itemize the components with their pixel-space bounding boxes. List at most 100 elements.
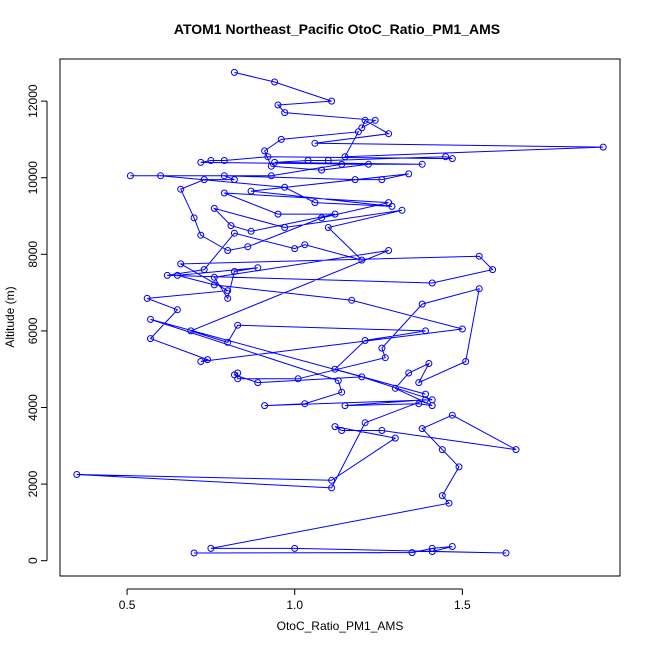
data-point: [338, 160, 346, 168]
data-point: [331, 423, 339, 431]
data-point: [147, 315, 154, 323]
data-point: [190, 549, 198, 557]
data-point: [230, 268, 238, 275]
data-point: [358, 373, 366, 381]
data-point: [371, 116, 379, 124]
data-point: [277, 135, 285, 143]
data-point: [301, 241, 309, 249]
data-point: [428, 548, 436, 555]
data-point: [418, 300, 426, 308]
data-point: [291, 245, 299, 253]
data-point: [324, 157, 332, 164]
data-point: [200, 176, 208, 184]
data-point: [438, 446, 446, 454]
data-point: [338, 388, 346, 396]
data-point: [304, 157, 312, 164]
data-point: [204, 356, 211, 364]
data-point: [462, 358, 470, 365]
data-point: [378, 344, 386, 352]
data-point: [220, 189, 228, 197]
data-point: [220, 157, 228, 164]
data-point: [197, 358, 205, 365]
data-point: [438, 492, 446, 500]
data-point: [354, 128, 362, 136]
plot-frame: [59, 58, 621, 577]
data-point: [415, 379, 423, 387]
data-point: [230, 371, 238, 379]
x-tick-label: 1.0: [286, 598, 303, 612]
series-line: [76, 71, 604, 554]
data-point: [428, 396, 436, 404]
data-point: [458, 325, 466, 333]
data-point: [274, 101, 282, 109]
data-point: [261, 147, 269, 155]
data-point: [147, 335, 154, 343]
y-tick-label: 6000: [26, 317, 40, 344]
data-point: [341, 402, 349, 410]
data-point: [220, 172, 228, 180]
data-point: [415, 400, 423, 408]
data-point: [428, 279, 436, 287]
data-point: [163, 271, 171, 279]
data-point: [254, 264, 262, 272]
x-axis-label: OtoC_Ratio_PM1_AMS: [277, 619, 404, 633]
data-point: [445, 499, 453, 507]
data-point: [338, 427, 346, 434]
data-point: [378, 176, 386, 184]
data-point: [267, 162, 275, 170]
data-point: [207, 157, 215, 164]
data-point: [271, 78, 279, 86]
data-point: [448, 411, 456, 419]
data-point: [200, 266, 208, 274]
y-tick-label: 8000: [26, 241, 40, 268]
data-point: [405, 170, 413, 178]
data-point: [227, 222, 235, 230]
data-point: [428, 544, 436, 552]
data-point: [224, 294, 232, 302]
data-point: [157, 172, 165, 180]
x-tick-label: 1.5: [454, 598, 471, 612]
data-point: [408, 549, 416, 557]
data-point: [247, 227, 255, 235]
data-point: [73, 471, 81, 478]
data-point: [328, 97, 336, 105]
data-point: [351, 176, 359, 184]
data-point: [177, 185, 185, 193]
data-point: [331, 365, 339, 373]
data-point: [398, 206, 406, 214]
data-point: [207, 544, 215, 552]
data-point: [224, 338, 232, 346]
data-point: [187, 327, 195, 335]
y-axis: 0 2000 4000 6000 8000 10000 12000: [26, 84, 48, 564]
data-point: [455, 463, 463, 471]
data-point: [328, 484, 336, 492]
data-point: [361, 419, 369, 427]
data-point: [448, 543, 456, 550]
data-point: [358, 124, 366, 132]
data-point: [234, 321, 242, 329]
y-tick-label: 0: [26, 557, 40, 564]
data-point: [385, 247, 393, 254]
data-point: [388, 202, 396, 210]
data-point: [475, 252, 483, 260]
data-point: [422, 327, 429, 335]
data-point: [475, 285, 483, 293]
chart-title: ATOM1 Northeast_Pacific OtoC_Ratio_PM1_A…: [174, 21, 500, 37]
data-point: [230, 68, 238, 76]
data-point: [143, 294, 151, 302]
data-point: [210, 204, 218, 212]
data-point: [378, 427, 386, 434]
data-point: [318, 214, 326, 222]
data-point: [599, 143, 607, 151]
data-point: [244, 243, 252, 251]
data-point: [267, 172, 275, 180]
data-point: [448, 155, 456, 163]
data-point: [405, 369, 413, 377]
data-point: [391, 384, 399, 392]
data-point: [264, 153, 272, 161]
y-tick-label: 12000: [26, 84, 40, 118]
data-point: [197, 158, 205, 166]
data-point: [422, 390, 429, 398]
data-point: [177, 260, 185, 268]
